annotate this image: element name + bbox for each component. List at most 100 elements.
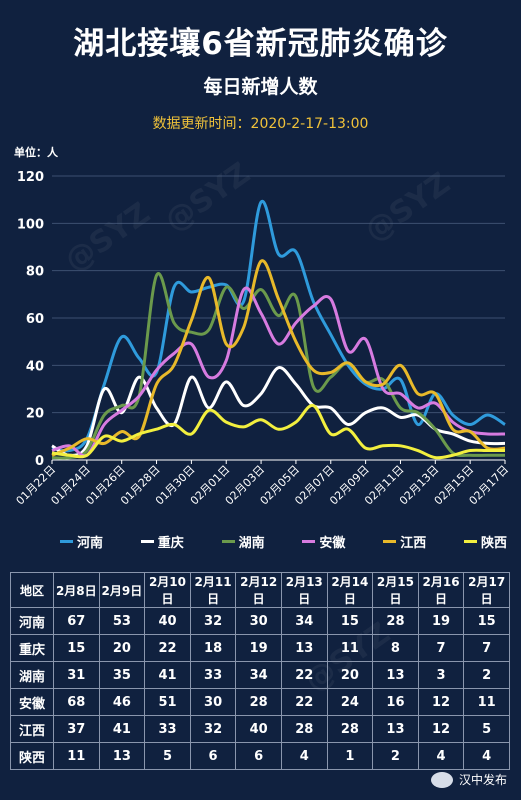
table-cell: 68 xyxy=(53,688,100,716)
series-line-湖南 xyxy=(51,271,505,460)
series-line-陕西 xyxy=(51,404,505,460)
table-row: 江西 37 41 33 32 40 28 28 13 12 5 xyxy=(10,715,510,743)
table-cell: 15 xyxy=(326,607,374,635)
table-cell: 20 xyxy=(326,661,374,689)
table-cell: 22 xyxy=(280,688,328,716)
table-cell: 28 xyxy=(235,688,282,716)
legend-label: 陕西 xyxy=(480,536,507,551)
table-region-cell: 安徽 xyxy=(10,688,54,716)
table-cell: 8 xyxy=(372,634,419,662)
table-date-header: 2月16日 xyxy=(417,572,465,608)
table-cell: 30 xyxy=(189,688,237,716)
legend-swatch xyxy=(60,540,73,543)
legend-swatch xyxy=(221,540,235,543)
table-date-header: 2月12日 xyxy=(235,572,282,608)
table-date-header: 2月11日 xyxy=(189,572,237,608)
table-cell: 6 xyxy=(235,742,282,770)
table-corner-header: 地区 xyxy=(10,572,54,608)
table-cell: 28 xyxy=(280,715,328,743)
legend-swatch xyxy=(383,540,397,543)
chart-legend: 河南 重庆 湖南 安徽 江西 陕西 xyxy=(60,532,507,551)
y-tick-label: 20 xyxy=(26,407,44,422)
table-date-header: 2月14日 xyxy=(326,572,374,608)
series-line-江西 xyxy=(51,259,506,457)
legend-item: 湖南 xyxy=(221,532,265,551)
table-cell: 7 xyxy=(463,634,510,662)
table-cell: 13 xyxy=(98,742,146,770)
legend-swatch xyxy=(140,540,154,543)
table-region-cell: 河南 xyxy=(10,607,54,635)
table-cell: 12 xyxy=(417,688,465,716)
series-line-安徽 xyxy=(51,286,506,458)
table-cell: 16 xyxy=(372,688,419,716)
table-cell: 3 xyxy=(417,661,465,689)
data-table: 地区 2月8日 2月9日 2月10日 2月11日 2月12日 2月13日 2月14日 2月15… xyxy=(10,572,510,770)
table-cell: 11 xyxy=(463,688,510,716)
footer: 汉中发布 xyxy=(430,771,507,788)
legend-label: 湖南 xyxy=(238,536,265,551)
table-cell: 19 xyxy=(417,607,465,635)
page-subtitle: 每日新增人数 xyxy=(203,76,318,98)
table-cell: 33 xyxy=(144,715,191,743)
table-cell: 67 xyxy=(53,607,100,635)
legend-swatch xyxy=(463,540,477,543)
table-date-header: 2月8日 xyxy=(53,572,100,608)
table-cell: 28 xyxy=(326,715,374,743)
table-cell: 4 xyxy=(280,742,328,770)
line-chart: 02040608010012001月22日01月24日01月26日01月28日0… xyxy=(14,170,512,507)
table-cell: 7 xyxy=(417,634,465,662)
y-tick-label: 40 xyxy=(26,359,44,374)
table-date-header: 2月17日 xyxy=(463,572,510,608)
table-cell: 28 xyxy=(372,607,419,635)
wechat-icon xyxy=(430,771,453,788)
table-region-cell: 重庆 xyxy=(10,634,54,662)
table-cell: 13 xyxy=(280,634,328,662)
table-row: 河南 67 53 40 32 30 34 15 28 19 15 xyxy=(10,607,510,635)
table-cell: 51 xyxy=(144,688,191,716)
table-row: 陕西 11 13 5 6 6 4 1 2 4 4 xyxy=(10,742,510,770)
table-cell: 41 xyxy=(144,661,191,689)
table-cell: 15 xyxy=(463,607,510,635)
legend-item: 安徽 xyxy=(302,532,345,551)
legend-item: 江西 xyxy=(383,532,426,551)
table-cell: 11 xyxy=(53,742,100,770)
page-title: 湖北接壤6省新冠肺炎确诊 xyxy=(73,26,448,62)
y-tick-label: 120 xyxy=(17,170,44,185)
table-cell: 22 xyxy=(144,634,191,662)
legend-item: 重庆 xyxy=(140,532,184,551)
table-cell: 5 xyxy=(463,715,510,743)
table-cell: 6 xyxy=(189,742,237,770)
y-tick-label: 100 xyxy=(17,217,44,232)
legend-item: 河南 xyxy=(60,532,103,551)
table-cell: 11 xyxy=(326,634,374,662)
y-tick-label: 80 xyxy=(26,265,44,280)
table-cell: 53 xyxy=(98,607,146,635)
table-cell: 19 xyxy=(235,634,282,662)
table-cell: 40 xyxy=(144,607,191,635)
table-cell: 34 xyxy=(235,661,282,689)
table-cell: 46 xyxy=(98,688,146,716)
series-line-河南 xyxy=(51,199,506,453)
unit-label: 单位：人 xyxy=(14,146,58,159)
table-region-cell: 湖南 xyxy=(10,661,54,689)
table-cell: 15 xyxy=(53,634,100,662)
table-row: 重庆 15 20 22 18 19 13 11 8 7 7 xyxy=(10,634,510,662)
table-row: 湖南 31 35 41 33 34 22 20 13 3 2 xyxy=(10,661,510,689)
table-date-header: 2月9日 xyxy=(98,572,146,608)
table-cell: 13 xyxy=(372,715,419,743)
table-cell: 31 xyxy=(53,661,100,689)
table-cell: 34 xyxy=(280,607,328,635)
table-date-header: 2月10日 xyxy=(144,572,191,608)
table-region-cell: 江西 xyxy=(10,715,54,743)
table-cell: 18 xyxy=(189,634,237,662)
legend-label: 河南 xyxy=(77,536,104,551)
table-cell: 35 xyxy=(98,661,146,689)
table-cell: 37 xyxy=(53,715,100,743)
table-cell: 24 xyxy=(326,688,374,716)
table-cell: 32 xyxy=(189,715,237,743)
y-tick-label: 60 xyxy=(26,312,44,327)
legend-item: 陕西 xyxy=(463,532,507,551)
table-cell: 2 xyxy=(372,742,419,770)
table-cell: 20 xyxy=(98,634,146,662)
table-cell: 32 xyxy=(189,607,237,635)
